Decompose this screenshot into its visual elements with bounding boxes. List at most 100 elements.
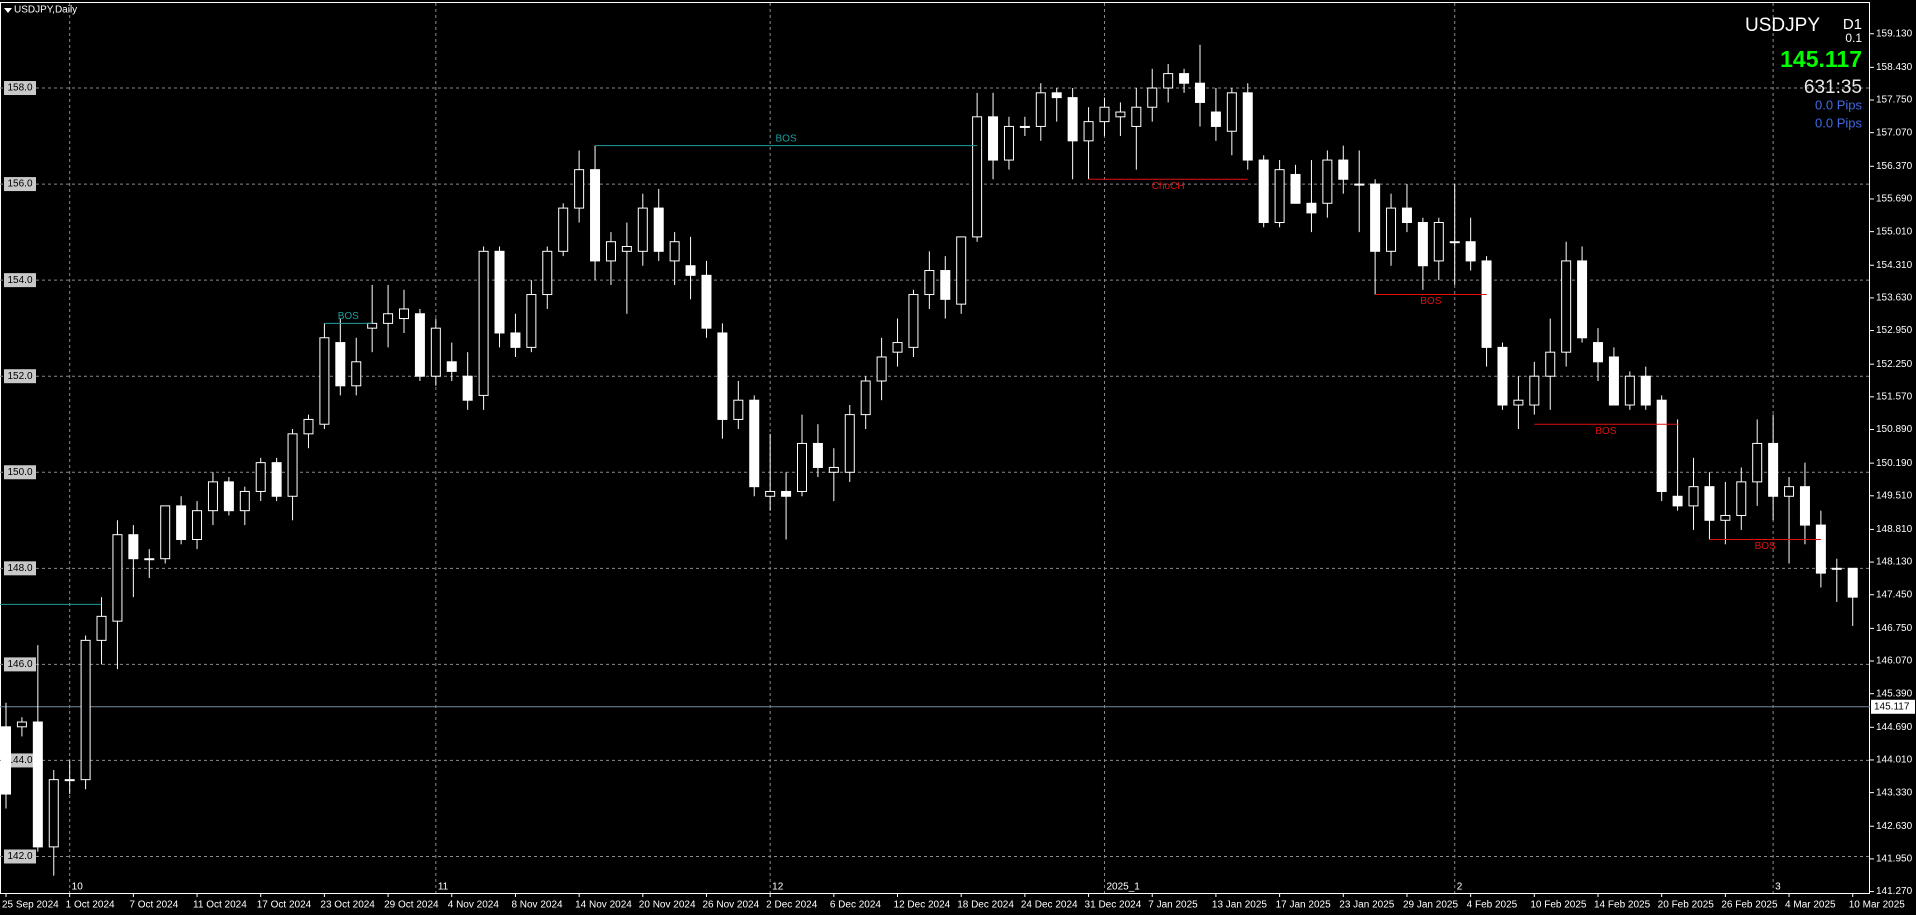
x-tick-label: 29 Oct 2024 xyxy=(384,900,439,911)
y-tick-label: 153.630 xyxy=(1876,293,1913,304)
pips: 0.0 Pips xyxy=(1815,97,1862,112)
level-label-box xyxy=(4,273,36,288)
candle-body xyxy=(1481,260,1492,348)
y-tick-label: 147.450 xyxy=(1876,589,1913,600)
level-label: 158.0 xyxy=(7,83,32,94)
candle-body xyxy=(1338,159,1349,180)
candle-body xyxy=(860,380,871,416)
candle-body xyxy=(80,639,91,781)
candle-body xyxy=(685,265,696,276)
structure-label: BOS xyxy=(338,311,359,322)
x-tick-label: 26 Nov 2024 xyxy=(702,900,759,911)
candle-body xyxy=(1577,260,1588,339)
y-tick-label: 148.130 xyxy=(1876,557,1913,568)
candle-body xyxy=(1370,183,1381,252)
candle-body xyxy=(1656,399,1667,492)
y-tick-label: 157.070 xyxy=(1876,127,1913,138)
menu-arrow[interactable] xyxy=(4,8,12,13)
x-tick-label: 10 Feb 2025 xyxy=(1530,900,1587,911)
candle-body xyxy=(271,462,282,497)
candle-body xyxy=(1401,207,1412,223)
plot-frame xyxy=(0,2,1870,894)
candle-body xyxy=(1226,92,1237,132)
y-tick-label: 154.310 xyxy=(1876,260,1913,271)
candle-body xyxy=(653,207,664,252)
structure-label: BOS xyxy=(1595,426,1616,437)
y-tick-label: 141.950 xyxy=(1876,854,1913,865)
x-tick-label: 2 Dec 2024 xyxy=(766,900,818,911)
candle-body xyxy=(1720,514,1731,521)
x-tick-label: 29 Jan 2025 xyxy=(1403,900,1458,911)
candle-body xyxy=(1306,202,1317,214)
candle-body xyxy=(335,342,346,387)
candle-body xyxy=(1115,111,1126,118)
x-tick-label: 4 Nov 2024 xyxy=(448,900,500,911)
candle-body xyxy=(1417,221,1428,267)
candle-body xyxy=(223,481,234,512)
candle-body xyxy=(32,721,43,848)
candle-body xyxy=(637,207,648,252)
candle-body xyxy=(1768,442,1779,497)
y-tick-label: 156.370 xyxy=(1876,161,1913,172)
period-label: 2025_1 xyxy=(1106,882,1140,893)
level-label: 142.0 xyxy=(7,851,32,862)
x-tick-label: 14 Feb 2025 xyxy=(1594,900,1651,911)
candle-body xyxy=(351,361,362,387)
candle-body xyxy=(144,558,155,561)
x-tick-label: 13 Jan 2025 xyxy=(1212,900,1267,911)
candle-body xyxy=(669,241,680,262)
y-tick-label: 152.950 xyxy=(1876,325,1913,336)
level-label: 154.0 xyxy=(7,275,32,286)
candle-body xyxy=(1752,442,1763,483)
level-label: 150.0 xyxy=(7,467,32,478)
level-label: 144.0 xyxy=(7,755,32,766)
level-label-box xyxy=(4,657,36,672)
candle-body xyxy=(1513,399,1524,406)
x-tick-label: 8 Nov 2024 xyxy=(511,900,563,911)
y-tick-label: 141.270 xyxy=(1876,886,1913,897)
x-tick-label: 17 Oct 2024 xyxy=(257,900,312,911)
level-label-box xyxy=(4,369,36,384)
candle-body xyxy=(1051,92,1062,99)
timeframe: D1 xyxy=(1843,16,1862,33)
candle-body xyxy=(765,490,776,497)
candle-body xyxy=(303,418,314,435)
candle-body xyxy=(160,505,171,560)
candle-body xyxy=(1449,241,1460,244)
candle-body xyxy=(399,308,409,320)
current-price: 145.117 xyxy=(1780,46,1862,72)
y-tick-label: 155.690 xyxy=(1876,194,1913,205)
candle-body xyxy=(828,466,839,473)
level-label: 148.0 xyxy=(7,563,32,574)
x-tick-label: 6 Dec 2024 xyxy=(830,900,882,911)
level-label-box xyxy=(4,753,36,768)
y-tick-label: 157.750 xyxy=(1876,95,1913,106)
candle-body xyxy=(96,615,107,641)
current-price-box xyxy=(1871,699,1915,714)
candle-body xyxy=(1210,111,1221,127)
candle-body xyxy=(1163,73,1174,89)
candle-body xyxy=(621,246,632,252)
candle-body xyxy=(1624,375,1635,406)
candle-body xyxy=(1179,73,1190,84)
candle-body xyxy=(1386,207,1397,252)
candle-body xyxy=(1593,342,1603,363)
candle-body xyxy=(255,462,266,492)
candle-body xyxy=(1799,486,1810,526)
y-tick-label: 150.890 xyxy=(1876,424,1913,435)
x-tick-label: 10 Mar 2025 xyxy=(1849,900,1906,911)
x-tick-label: 25 Sep 2024 xyxy=(2,900,59,911)
candle-body xyxy=(988,116,999,161)
candle-body xyxy=(574,169,585,209)
period-label: 10 xyxy=(72,882,84,893)
candle-body xyxy=(176,505,187,540)
x-tick-label: 18 Dec 2024 xyxy=(957,900,1014,911)
candle-body xyxy=(892,342,903,353)
candle-body xyxy=(1083,121,1094,142)
candle-body xyxy=(1035,92,1046,127)
candle-body xyxy=(1099,106,1110,123)
candle-body xyxy=(1019,125,1030,128)
x-tick-label: 24 Dec 2024 xyxy=(1021,900,1078,911)
candle-body xyxy=(16,721,27,728)
